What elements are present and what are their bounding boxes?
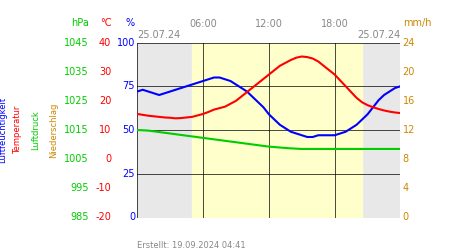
Text: 4: 4 — [403, 183, 409, 193]
Text: 18:00: 18:00 — [321, 19, 349, 29]
Text: Niederschlag: Niederschlag — [50, 102, 58, 158]
Text: 75: 75 — [122, 81, 135, 91]
Bar — [137, 42, 192, 218]
Text: 8: 8 — [403, 154, 409, 164]
Text: 985: 985 — [70, 212, 89, 222]
Text: 30: 30 — [99, 67, 111, 77]
Text: 25: 25 — [122, 169, 135, 179]
Text: 50: 50 — [122, 125, 135, 135]
Bar — [192, 42, 362, 218]
Text: 40: 40 — [99, 38, 111, 48]
Text: °C: °C — [99, 18, 111, 28]
Text: 100: 100 — [117, 38, 135, 48]
Text: 24: 24 — [403, 38, 415, 48]
Bar — [362, 42, 400, 218]
Text: %: % — [126, 18, 135, 28]
Text: 1025: 1025 — [64, 96, 89, 106]
Text: 0: 0 — [129, 212, 135, 222]
Text: 12: 12 — [403, 125, 415, 135]
Text: 16: 16 — [403, 96, 415, 106]
Text: 1015: 1015 — [64, 125, 89, 135]
Text: 10: 10 — [99, 125, 111, 135]
Text: Erstellt: 19.09.2024 04:41: Erstellt: 19.09.2024 04:41 — [137, 240, 246, 250]
Text: 25.07.24: 25.07.24 — [357, 30, 400, 40]
Text: 1045: 1045 — [64, 38, 89, 48]
Text: 25.07.24: 25.07.24 — [137, 30, 180, 40]
Text: Luftdruck: Luftdruck — [32, 110, 40, 150]
Text: mm/h: mm/h — [403, 18, 431, 28]
Text: -20: -20 — [95, 212, 111, 222]
Text: 0: 0 — [105, 154, 111, 164]
Text: hPa: hPa — [71, 18, 89, 28]
Text: 20: 20 — [99, 96, 111, 106]
Text: -10: -10 — [95, 183, 111, 193]
Text: 20: 20 — [403, 67, 415, 77]
Text: 995: 995 — [70, 183, 89, 193]
Text: Luftfeuchtigkeit: Luftfeuchtigkeit — [0, 97, 7, 163]
Text: 1005: 1005 — [64, 154, 89, 164]
Text: Temperatur: Temperatur — [14, 106, 22, 154]
Text: 12:00: 12:00 — [255, 19, 283, 29]
Text: 0: 0 — [403, 212, 409, 222]
Text: 1035: 1035 — [64, 67, 89, 77]
Text: 06:00: 06:00 — [189, 19, 217, 29]
